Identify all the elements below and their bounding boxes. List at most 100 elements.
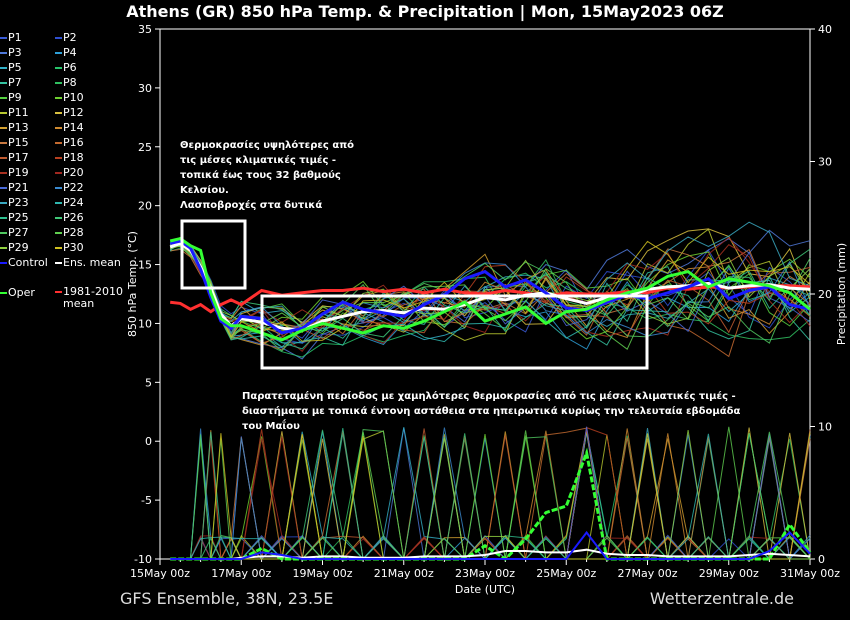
legend-label: P1	[8, 31, 22, 44]
ensemble-member-precip	[170, 427, 810, 561]
ensemble-member-precip	[170, 426, 811, 561]
ensemble-member-precip	[170, 430, 811, 561]
x-tick-label: 17May 00z	[211, 567, 271, 580]
y-tick-label: -10	[134, 553, 152, 566]
legend-label: P17	[8, 151, 29, 164]
legend-swatch	[55, 67, 62, 69]
legend-item: P1	[0, 32, 22, 44]
y2-tick-label: 30	[818, 156, 832, 169]
ensemble-member-line	[170, 240, 811, 342]
legend-label: P21	[8, 181, 29, 194]
legend-label: P16	[63, 136, 84, 149]
legend-swatch	[55, 232, 62, 234]
legend-item: P16	[55, 137, 84, 149]
legend-label: P9	[8, 91, 22, 104]
ensemble-member-line	[169, 244, 811, 350]
main-series	[169, 236, 811, 342]
legend-item: P19	[0, 167, 29, 179]
legend-label: 1981-2010 mean	[63, 284, 123, 310]
y2-tick-label: 10	[818, 421, 832, 434]
legend-label: P11	[8, 106, 29, 119]
x-axis-label: Date (UTC)	[455, 583, 515, 596]
legend-label: P4	[63, 46, 77, 59]
y-tick-label: 30	[138, 82, 152, 95]
legend-label: P18	[63, 151, 84, 164]
ensemble-member-precip	[170, 428, 811, 561]
legend-item: P22	[55, 182, 84, 194]
ensemble-member-line	[170, 238, 811, 338]
ensemble-member-precip	[170, 429, 810, 560]
legend-item: P26	[55, 212, 84, 224]
legend-swatch	[0, 157, 7, 159]
legend-label: P15	[8, 136, 29, 149]
legend-swatch	[0, 232, 7, 234]
ensemble-member-precip	[170, 428, 811, 560]
legend-swatch	[0, 217, 7, 219]
legend-swatch	[55, 247, 62, 249]
ensemble-member-precip	[170, 426, 810, 561]
legend-swatch	[55, 142, 62, 144]
legend-swatch	[55, 97, 62, 99]
legend-swatch	[0, 37, 7, 39]
ensemble-member-precip	[170, 429, 810, 561]
legend-swatch	[0, 262, 7, 264]
legend-item: P8	[55, 77, 77, 89]
legend-item: P12	[55, 107, 84, 119]
legend-item: P29	[0, 242, 29, 254]
legend-item: Ens. mean	[55, 257, 121, 269]
legend-swatch	[55, 187, 62, 189]
legend-swatch	[0, 142, 7, 144]
legend-label: P24	[63, 196, 84, 209]
ensemble-member-precip	[170, 427, 811, 561]
annotation-boxes	[180, 219, 649, 370]
legend-item: P20	[55, 167, 84, 179]
legend-item: P15	[0, 137, 29, 149]
series-line-control	[169, 239, 811, 335]
legend-label: Oper	[8, 286, 35, 299]
legend-label: P10	[63, 91, 84, 104]
legend-swatch	[55, 157, 62, 159]
ensemble-member-precip	[170, 433, 810, 560]
legend-swatch	[0, 172, 7, 174]
ensemble-member-precip	[170, 427, 810, 561]
y-tick-label: 20	[138, 200, 152, 213]
legend-swatch	[0, 82, 7, 84]
precipitation-lines	[170, 426, 812, 561]
legend-swatch	[55, 82, 62, 84]
legend-swatch	[55, 112, 62, 114]
chart-title: Athens (GR) 850 hPa Temp. & Precipitatio…	[126, 2, 724, 21]
footer-model: GFS Ensemble, 38N, 23.5E	[120, 589, 334, 608]
y-tick-label: 5	[145, 376, 152, 389]
ensemble-member-precip	[170, 431, 810, 561]
ensemble-members	[169, 221, 811, 360]
legend-item: P3	[0, 47, 22, 59]
legend-swatch	[55, 217, 62, 219]
axes: 35 30 25 20 15 10 5 0 -5 -10 40 30 20 10 0 15May 00z 17M…	[126, 23, 848, 596]
series-line-1981-2010-mean	[170, 284, 811, 314]
legend-item: P2	[55, 32, 77, 44]
legend-label: P22	[63, 181, 84, 194]
series-line-oper	[169, 236, 811, 342]
legend-swatch	[55, 172, 62, 174]
ensemble-member-precip	[170, 427, 811, 561]
legend-item: P9	[0, 92, 22, 104]
ensemble-member-precip	[170, 428, 811, 561]
ensemble-member-precip	[170, 427, 810, 560]
ensemble-member-precip	[170, 428, 811, 560]
legend-swatch	[0, 247, 7, 249]
legend-item: P13	[0, 122, 29, 134]
legend-swatch	[55, 290, 62, 293]
legend-item: P4	[55, 47, 77, 59]
legend-item: P14	[55, 122, 84, 134]
legend-item: P24	[55, 197, 84, 209]
y-tick-label: -5	[141, 494, 152, 507]
legend-item: P17	[0, 152, 29, 164]
legend-swatch	[0, 52, 7, 54]
legend-swatch	[0, 67, 7, 69]
legend-label: P28	[63, 226, 84, 239]
y-tick-label: 35	[138, 23, 152, 36]
legend-item: Control	[0, 257, 48, 269]
legend-item: P11	[0, 107, 29, 119]
legend-swatch	[55, 37, 62, 39]
y2-axis-label: Precipitation (mm)	[835, 243, 848, 345]
